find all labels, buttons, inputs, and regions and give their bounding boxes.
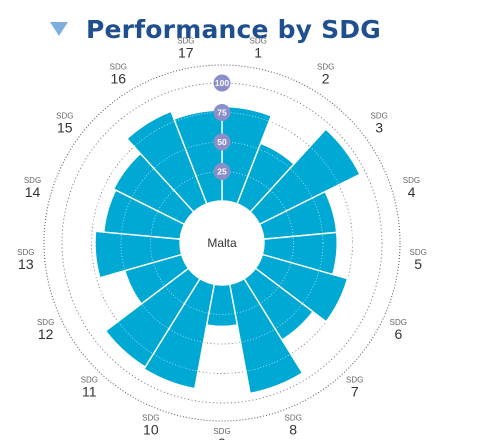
sdg-label-prefix-16: SDG bbox=[110, 63, 127, 72]
sdg-label-prefix-1: SDG bbox=[250, 36, 267, 45]
r-tick-label-75: 75 bbox=[217, 108, 227, 118]
sdg-label-number-10: 10 bbox=[143, 422, 159, 438]
triangle-down-icon bbox=[50, 22, 68, 36]
r-tick-label-100: 100 bbox=[215, 78, 229, 88]
r-tick-label-25: 25 bbox=[217, 167, 227, 177]
sdg-label-prefix-4: SDG bbox=[403, 176, 420, 185]
sdg-label-number-4: 4 bbox=[408, 184, 416, 200]
r-tick-badge-25 bbox=[213, 163, 231, 180]
outer-ring bbox=[43, 64, 401, 422]
sdg-label-number-17: 17 bbox=[178, 44, 194, 60]
sdg-label-prefix-13: SDG bbox=[17, 248, 34, 257]
sdg-label-number-12: 12 bbox=[38, 326, 54, 342]
sdg-label-number-11: 11 bbox=[82, 384, 97, 400]
inner-grid-75 bbox=[91, 112, 353, 374]
sdg-label-prefix-9: SDG bbox=[213, 427, 230, 436]
r-tick-badge-50 bbox=[213, 133, 231, 151]
sdg-label-prefix-8: SDG bbox=[284, 414, 301, 423]
sdg-label-number-16: 16 bbox=[111, 71, 127, 87]
sdg-label-number-14: 14 bbox=[25, 184, 41, 200]
sdg-label-number-6: 6 bbox=[394, 326, 402, 342]
sdg-label-prefix-5: SDG bbox=[409, 248, 426, 257]
center-disc bbox=[180, 201, 264, 285]
center-label: Malta bbox=[207, 236, 237, 250]
sdg-label-number-9: 9 bbox=[218, 435, 226, 440]
page-title: Performance by SDG bbox=[86, 14, 381, 44]
r-tick-label-50: 50 bbox=[217, 137, 227, 147]
sdg-label-number-5: 5 bbox=[414, 256, 422, 272]
inner-grid-50 bbox=[120, 141, 324, 345]
sdg-label-prefix-15: SDG bbox=[56, 111, 73, 120]
sdg-label-number-1: 1 bbox=[254, 44, 262, 60]
sdg-label-prefix-6: SDG bbox=[390, 318, 407, 327]
sdg-label-prefix-10: SDG bbox=[142, 414, 159, 423]
sdg-label-prefix-7: SDG bbox=[346, 376, 363, 385]
sdg-label-number-3: 3 bbox=[375, 119, 383, 135]
r-tick-badge-75 bbox=[213, 104, 231, 121]
r-tick-badge-100 bbox=[213, 74, 231, 92]
sdg-label-prefix-14: SDG bbox=[24, 176, 41, 185]
sdg-label-number-7: 7 bbox=[351, 384, 359, 400]
sdg-label-number-8: 8 bbox=[289, 422, 297, 438]
sdg-label-prefix-3: SDG bbox=[371, 111, 388, 120]
sdg-label-prefix-2: SDG bbox=[317, 63, 334, 72]
sdg-label-number-13: 13 bbox=[18, 256, 34, 272]
sdg-label-prefix-17: SDG bbox=[177, 36, 194, 45]
sdg-label-prefix-12: SDG bbox=[37, 318, 54, 327]
header: Performance by SDG bbox=[50, 12, 381, 46]
sdg-label-prefix-11: SDG bbox=[81, 376, 98, 385]
grid-circle-100 bbox=[61, 82, 383, 404]
sdg-label-number-15: 15 bbox=[57, 119, 73, 135]
sdg-label-number-2: 2 bbox=[322, 71, 330, 87]
